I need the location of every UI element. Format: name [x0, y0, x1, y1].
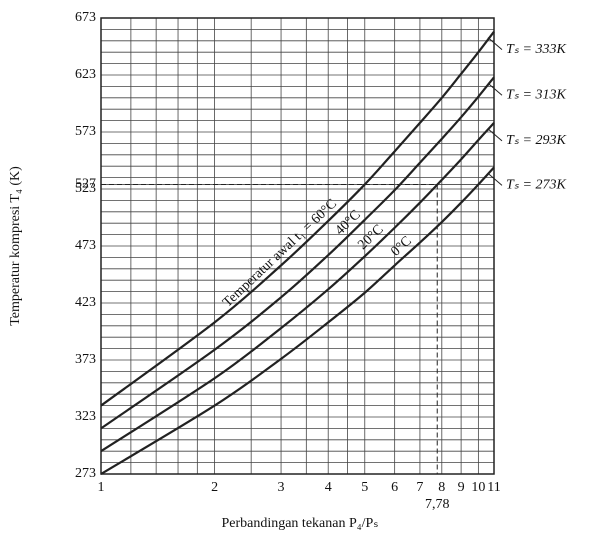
- y-tick-label: 673: [75, 10, 96, 25]
- x-tick-label: 8: [438, 480, 445, 495]
- leader-line: [488, 83, 502, 95]
- x-tick-label: 10: [471, 480, 485, 495]
- reference-label: 7,78: [425, 497, 450, 512]
- y-tick-label: 323: [75, 409, 96, 424]
- y-tick-label: 373: [75, 352, 96, 367]
- x-axis-title: Perbandingan tekanan P₄/Pₛ: [221, 516, 378, 531]
- x-tick-label: 3: [278, 480, 285, 495]
- y-tick-label: 623: [75, 67, 96, 82]
- curve: [101, 77, 494, 428]
- series-label: Tₛ = 333K: [506, 42, 566, 57]
- x-tick-label: 11: [487, 480, 500, 495]
- x-tick-label: 2: [211, 480, 218, 495]
- x-tick-label: 6: [391, 480, 398, 495]
- y-tick-label: 573: [75, 124, 96, 139]
- y-tick-label: 423: [75, 295, 96, 310]
- chart: Perbandingan tekanan P₄/Pₛ Temperatur ko…: [0, 0, 602, 537]
- y-axis-title: Temperatur kompresi T₄ (K): [8, 166, 23, 326]
- x-tick-label: 1: [98, 480, 105, 495]
- curve-label: 20°C: [355, 222, 386, 253]
- leader-line: [488, 129, 502, 141]
- leader-line: [488, 173, 502, 185]
- leader-line: [488, 38, 502, 50]
- y-tick-label: 527: [75, 177, 96, 192]
- series-label: Tₛ = 293K: [506, 133, 566, 148]
- curve: [101, 123, 494, 451]
- x-tick-label: 5: [361, 480, 368, 495]
- y-tick-label: 473: [75, 238, 96, 253]
- x-tick-label: 9: [458, 480, 465, 495]
- x-tick-label: 7: [416, 480, 423, 495]
- x-tick-label: 4: [325, 480, 332, 495]
- y-tick-label: 273: [75, 466, 96, 481]
- curve-label: 0°C: [388, 234, 414, 260]
- curve: [101, 32, 494, 406]
- series-label: Tₛ = 273K: [506, 178, 566, 193]
- series-label: Tₛ = 313K: [506, 87, 566, 102]
